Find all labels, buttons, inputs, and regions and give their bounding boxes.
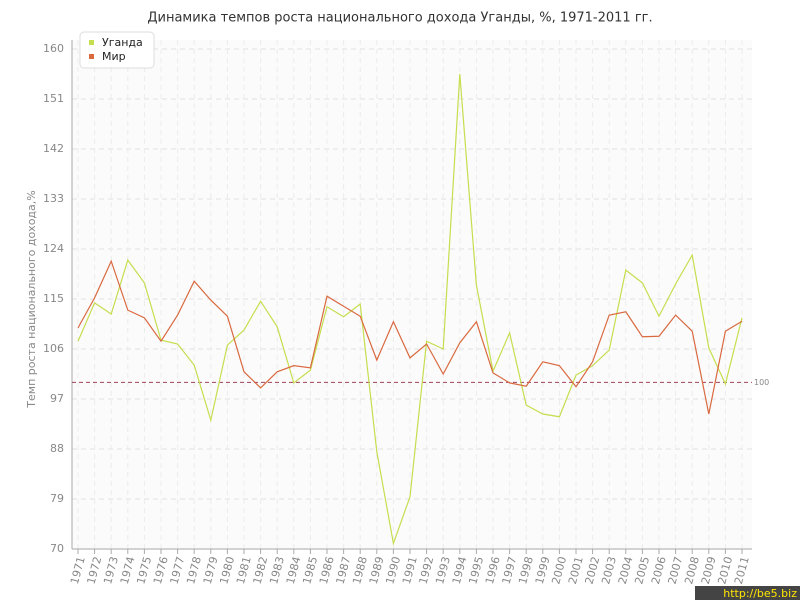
- watermark-bg: [695, 586, 800, 600]
- y-tick-label: 142: [43, 142, 64, 155]
- series-line: [77, 73, 743, 546]
- legend-swatch: [89, 40, 94, 45]
- series-line: [77, 259, 743, 415]
- y-tick-label: 79: [50, 492, 64, 505]
- legend-label: Мир: [102, 50, 126, 63]
- y-tick-label: 151: [43, 92, 64, 105]
- y-tick-label: 160: [43, 42, 64, 55]
- y-tick-label: 88: [50, 442, 64, 455]
- y-axis-label: Темп роста национального дохода,%: [25, 190, 38, 408]
- legend-swatch: [89, 54, 94, 59]
- legend-label: Уганда: [102, 36, 143, 49]
- y-tick-label: 124: [43, 242, 64, 255]
- reference-label: 100: [754, 378, 769, 387]
- y-tick-label: 70: [50, 542, 64, 555]
- x-tick-label: 2011: [732, 555, 752, 585]
- y-tick-label: 115: [43, 292, 64, 305]
- y-tick-label: 133: [43, 192, 64, 205]
- y-tick-label: 97: [50, 392, 64, 405]
- legend-box: [79, 31, 155, 69]
- plot-area: [72, 40, 752, 550]
- y-tick-label: 106: [43, 342, 64, 355]
- chart-title: Динамика темпов роста национального дохо…: [147, 11, 652, 26]
- watermark: http://be5.biz: [723, 587, 797, 600]
